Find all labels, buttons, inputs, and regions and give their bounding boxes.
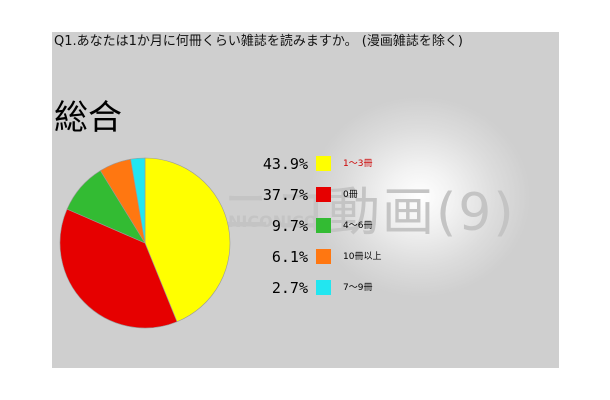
legend-percent: 37.7%	[262, 186, 308, 204]
legend-label: 0冊	[343, 190, 358, 200]
legend-item: 43.9% 1～3冊	[242, 154, 442, 174]
legend-percent: 2.7%	[271, 279, 308, 297]
legend-swatch	[316, 280, 331, 295]
legend-item: 6.1% 10冊以上	[242, 247, 442, 267]
watermark: ニコ動画(9)	[220, 183, 516, 243]
chart-heading: 総合	[54, 98, 122, 138]
legend-label: 10冊以上	[343, 252, 382, 262]
pie-chart	[59, 157, 231, 329]
legend-label: 4～6冊	[343, 221, 373, 231]
legend-swatch	[316, 187, 331, 202]
legend-percent: 9.7%	[271, 217, 308, 235]
legend-percent: 6.1%	[271, 248, 308, 266]
legend-label: 1～3冊	[343, 159, 373, 169]
legend-item: 9.7% 4～6冊	[242, 216, 442, 236]
chart-panel: Q1.あなたは1か月に何冊くらい雑誌を読みますか。 (漫画雑誌を除く) ニコ動画…	[52, 32, 559, 368]
legend-swatch	[316, 156, 331, 171]
question-text: Q1.あなたは1か月に何冊くらい雑誌を読みますか。 (漫画雑誌を除く)	[54, 34, 463, 49]
legend-item: 2.7% 7～9冊	[242, 278, 442, 298]
pie-slice-1	[59, 208, 178, 329]
legend-item: 37.7% 0冊	[242, 185, 442, 205]
watermark-en: NICONICO	[228, 212, 318, 231]
pie-slice-4	[130, 157, 146, 244]
legend-percent: 43.9%	[262, 155, 308, 173]
pie-slice-0	[144, 157, 231, 323]
legend-swatch	[316, 218, 331, 233]
legend-swatch	[316, 249, 331, 264]
legend-label: 7～9冊	[343, 283, 373, 293]
